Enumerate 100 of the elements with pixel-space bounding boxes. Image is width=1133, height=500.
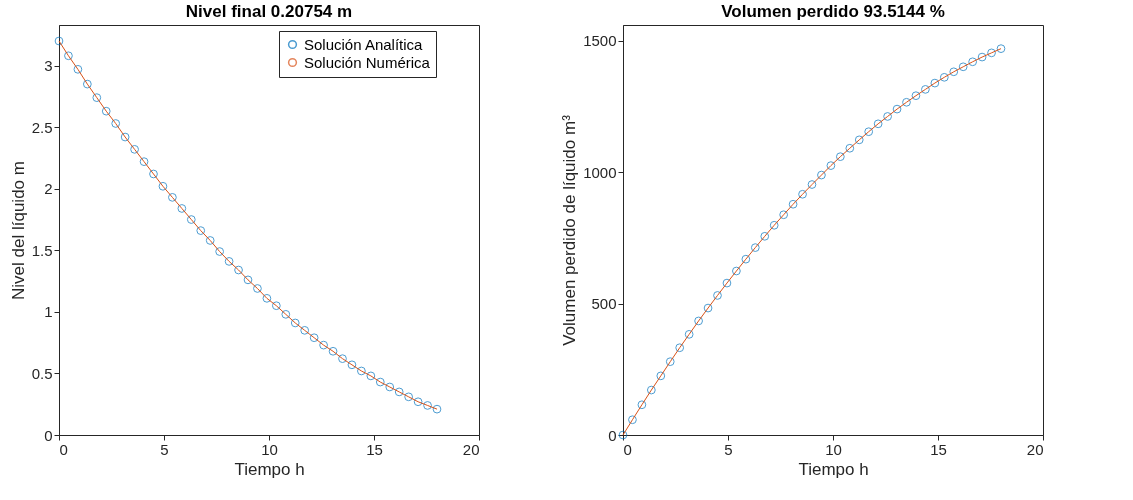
y-tick-label: 1.5 [31, 241, 53, 259]
point [253, 284, 262, 293]
point [703, 303, 713, 313]
point [149, 169, 158, 179]
point [741, 254, 751, 264]
point [684, 329, 694, 339]
point [281, 309, 291, 319]
point [215, 247, 225, 256]
chart-title: Volumen perdido 93.5144 % [721, 2, 945, 21]
x-tick-label: 15 [930, 440, 947, 458]
point [750, 243, 760, 252]
point [404, 392, 414, 402]
x-tick-label: 20 [462, 440, 480, 458]
point [902, 97, 911, 107]
point [82, 79, 92, 89]
point [807, 180, 817, 189]
point [338, 354, 347, 364]
point [694, 316, 703, 326]
point [788, 199, 798, 209]
point [854, 135, 864, 145]
point [646, 385, 656, 395]
x-tick-label: 0 [623, 440, 632, 458]
y-axis-title: Nivel del líquido m [8, 161, 28, 300]
point [675, 343, 685, 353]
point [347, 360, 357, 370]
point [196, 226, 206, 235]
point [835, 152, 845, 162]
legend-label: Solución Numérica [304, 53, 431, 71]
point [637, 400, 647, 410]
point [628, 415, 637, 425]
point [101, 106, 111, 116]
x-tick-label: 5 [160, 440, 169, 458]
point [864, 127, 874, 137]
point [769, 220, 779, 230]
point [271, 301, 281, 311]
point [665, 357, 675, 367]
point [243, 275, 253, 285]
point [949, 67, 959, 77]
point [883, 112, 892, 121]
point [385, 382, 395, 392]
x-tick-label: 0 [59, 440, 68, 458]
point [939, 72, 949, 82]
y-tick-label: 0 [608, 426, 617, 444]
point [168, 193, 177, 202]
point [873, 119, 883, 129]
point [54, 36, 64, 46]
point [186, 215, 196, 224]
point [328, 346, 338, 356]
chart-title: Nivel final 0.20754 m [185, 2, 353, 21]
point [73, 64, 83, 74]
point [958, 62, 968, 72]
point [158, 181, 168, 191]
point [930, 78, 940, 88]
y-tick-label: 2.5 [31, 118, 53, 136]
point [177, 204, 187, 213]
point [309, 333, 319, 343]
point [656, 371, 666, 381]
point [618, 430, 628, 440]
point [375, 377, 385, 387]
point [224, 257, 234, 266]
y-tick-label: 1 [44, 303, 53, 321]
point [432, 404, 442, 414]
point [911, 91, 921, 101]
x-tick-label: 20 [1026, 440, 1044, 458]
x-axis-title: Tiempo h [798, 459, 869, 479]
point [826, 161, 836, 170]
point [139, 157, 149, 167]
point [111, 119, 121, 128]
x-tick-label: 5 [724, 440, 733, 458]
point [713, 291, 722, 300]
line-series [622, 48, 1002, 436]
x-tick-label: 15 [366, 440, 383, 458]
x-axis-title: Tiempo h [234, 459, 305, 479]
point [977, 52, 987, 62]
point [732, 266, 741, 276]
point [722, 278, 732, 288]
point [366, 371, 376, 381]
point [987, 48, 996, 58]
point [921, 85, 930, 94]
point [262, 293, 272, 303]
point [205, 236, 215, 245]
y-axis-title: Volumen perdido de líquido m³ [560, 114, 580, 346]
x-tick-label: 10 [261, 440, 278, 458]
line-series [58, 40, 438, 410]
point [300, 325, 310, 335]
y-tick-label: 500 [591, 295, 617, 313]
point [423, 401, 432, 410]
y-tick-label: 2 [44, 180, 53, 198]
point [120, 132, 130, 142]
point [64, 51, 73, 61]
point [892, 104, 902, 114]
point [394, 387, 404, 397]
point [413, 397, 423, 407]
point [996, 44, 1006, 54]
point [290, 318, 300, 328]
y-tick-label: 3 [44, 57, 53, 75]
point [130, 144, 139, 154]
y-tick-label: 0 [44, 426, 53, 444]
point [92, 93, 102, 103]
point [234, 265, 243, 275]
